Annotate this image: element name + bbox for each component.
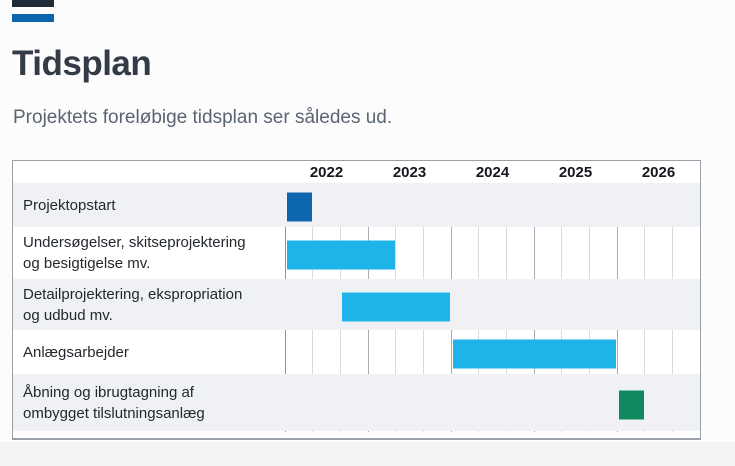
- page-subtitle: Projektets foreløbige tidsplan ser såled…: [13, 107, 393, 128]
- title-accent-bar: [12, 14, 54, 22]
- gantt-row: Åbning og ibrugtagning af ombygget tilsl…: [13, 374, 700, 431]
- page-title: Tidsplan: [12, 44, 152, 83]
- gantt-row-label: Detailprojektering, ekspropriation og ud…: [23, 285, 243, 324]
- year-tick-label: 2025: [558, 164, 593, 181]
- gantt-row: Anlægsarbejder: [13, 330, 700, 374]
- gantt-bar-detailprojektering: [341, 292, 450, 321]
- gantt-row: Projektopstart: [13, 183, 700, 227]
- gantt-year-header: 2022 2023 2024 2025 2026: [285, 161, 700, 183]
- gantt-rows: Projektopstart Undersøgelser, skitseproj…: [13, 183, 700, 431]
- gantt-row: Undersøgelser, skitseprojektering og bes…: [13, 227, 700, 279]
- year-tick-label: 2026: [641, 164, 676, 181]
- gantt-bar-projektopstart: [286, 192, 312, 222]
- gantt-row-plot: [285, 183, 700, 227]
- gantt-row-label: Projektopstart: [23, 196, 116, 214]
- gantt-bar-aabning: [618, 390, 644, 419]
- gantt-row-label: Åbning og ibrugtagning af ombygget tilsl…: [23, 383, 205, 422]
- year-tick-label: 2022: [309, 164, 344, 181]
- gantt-row-plot: [285, 227, 700, 279]
- year-tick-label: 2023: [392, 164, 427, 181]
- gantt-row-plot: [285, 374, 700, 431]
- gantt-row-label: Undersøgelser, skitseprojektering og bes…: [23, 234, 246, 272]
- gantt-row: Detailprojektering, ekspropriation og ud…: [13, 279, 700, 330]
- bottom-background-band: [0, 442, 735, 466]
- top-dark-bar: [12, 0, 54, 7]
- gantt-row-plot: [285, 330, 700, 374]
- gantt-chart: 2022 2023 2024 2025 2026 Projektopstart …: [12, 160, 701, 440]
- gantt-row-plot: [285, 279, 700, 330]
- gantt-bar-anlaegsarbejder: [452, 339, 616, 369]
- year-tick-label: 2024: [475, 164, 510, 181]
- gantt-row-label: Anlægsarbejder: [23, 343, 129, 361]
- gantt-bar-undersoegelser: [286, 240, 395, 270]
